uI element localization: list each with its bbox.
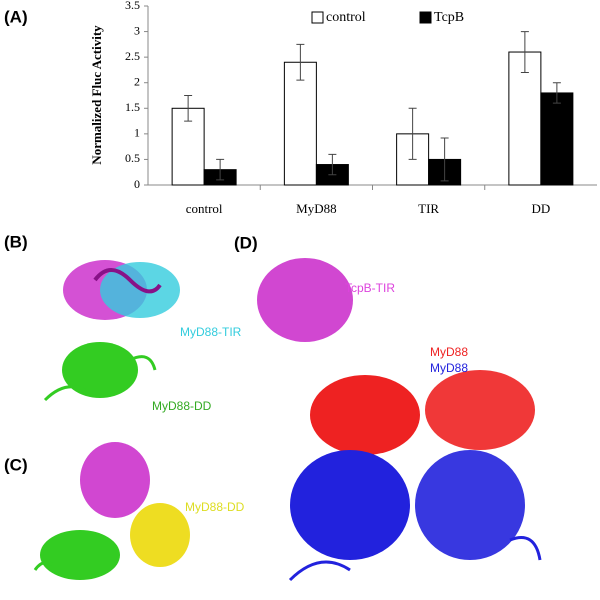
protein-structure <box>33 442 190 580</box>
structure-label: MyD88 <box>430 345 468 359</box>
legend-label: control <box>326 10 366 25</box>
error-bar <box>552 82 561 104</box>
y-tick-label: 0 <box>134 177 140 191</box>
error-bar <box>440 137 449 182</box>
panel-label: (B) <box>4 232 28 251</box>
y-tick-label: 3.5 <box>125 0 140 12</box>
structure-label: MyD88-TIR <box>180 325 242 339</box>
y-tick-label: 2 <box>134 74 140 88</box>
bar <box>508 51 542 186</box>
legend-swatch <box>311 11 324 24</box>
structure-label: MyD88-DD <box>185 500 245 514</box>
legend-label: TcpB <box>434 10 464 25</box>
structure-label: MyD88 <box>430 361 468 375</box>
structure-label: MyD88-DD <box>152 399 212 413</box>
panel-label: (C) <box>4 455 28 474</box>
x-tick-label: MyD88 <box>296 201 336 216</box>
y-tick-label: 3 <box>134 23 140 37</box>
x-tick-label: TIR <box>418 201 439 216</box>
error-bar <box>520 31 529 73</box>
error-bar <box>328 153 337 176</box>
x-tick-label: control <box>186 201 223 216</box>
error-bar <box>216 158 225 181</box>
y-tick-label: 0.5 <box>125 151 140 165</box>
structure-label: TcpB-TIR <box>345 281 395 295</box>
panel-label: (D) <box>234 233 258 252</box>
y-tick-label: 1.5 <box>125 100 140 114</box>
y-tick-label: 1 <box>134 126 140 140</box>
protein-structure <box>257 258 542 582</box>
error-bar <box>296 43 305 81</box>
bar <box>540 92 574 186</box>
panel-label: (A) <box>4 7 28 26</box>
protein-structure <box>43 260 180 402</box>
x-tick-label: DD <box>531 201 550 216</box>
y-tick-label: 2.5 <box>125 49 140 63</box>
error-bar <box>408 107 417 160</box>
bar <box>283 61 317 186</box>
legend-swatch <box>419 11 432 24</box>
y-axis-label: Normalized Fluc Activity <box>89 25 104 165</box>
error-bar <box>184 95 193 122</box>
